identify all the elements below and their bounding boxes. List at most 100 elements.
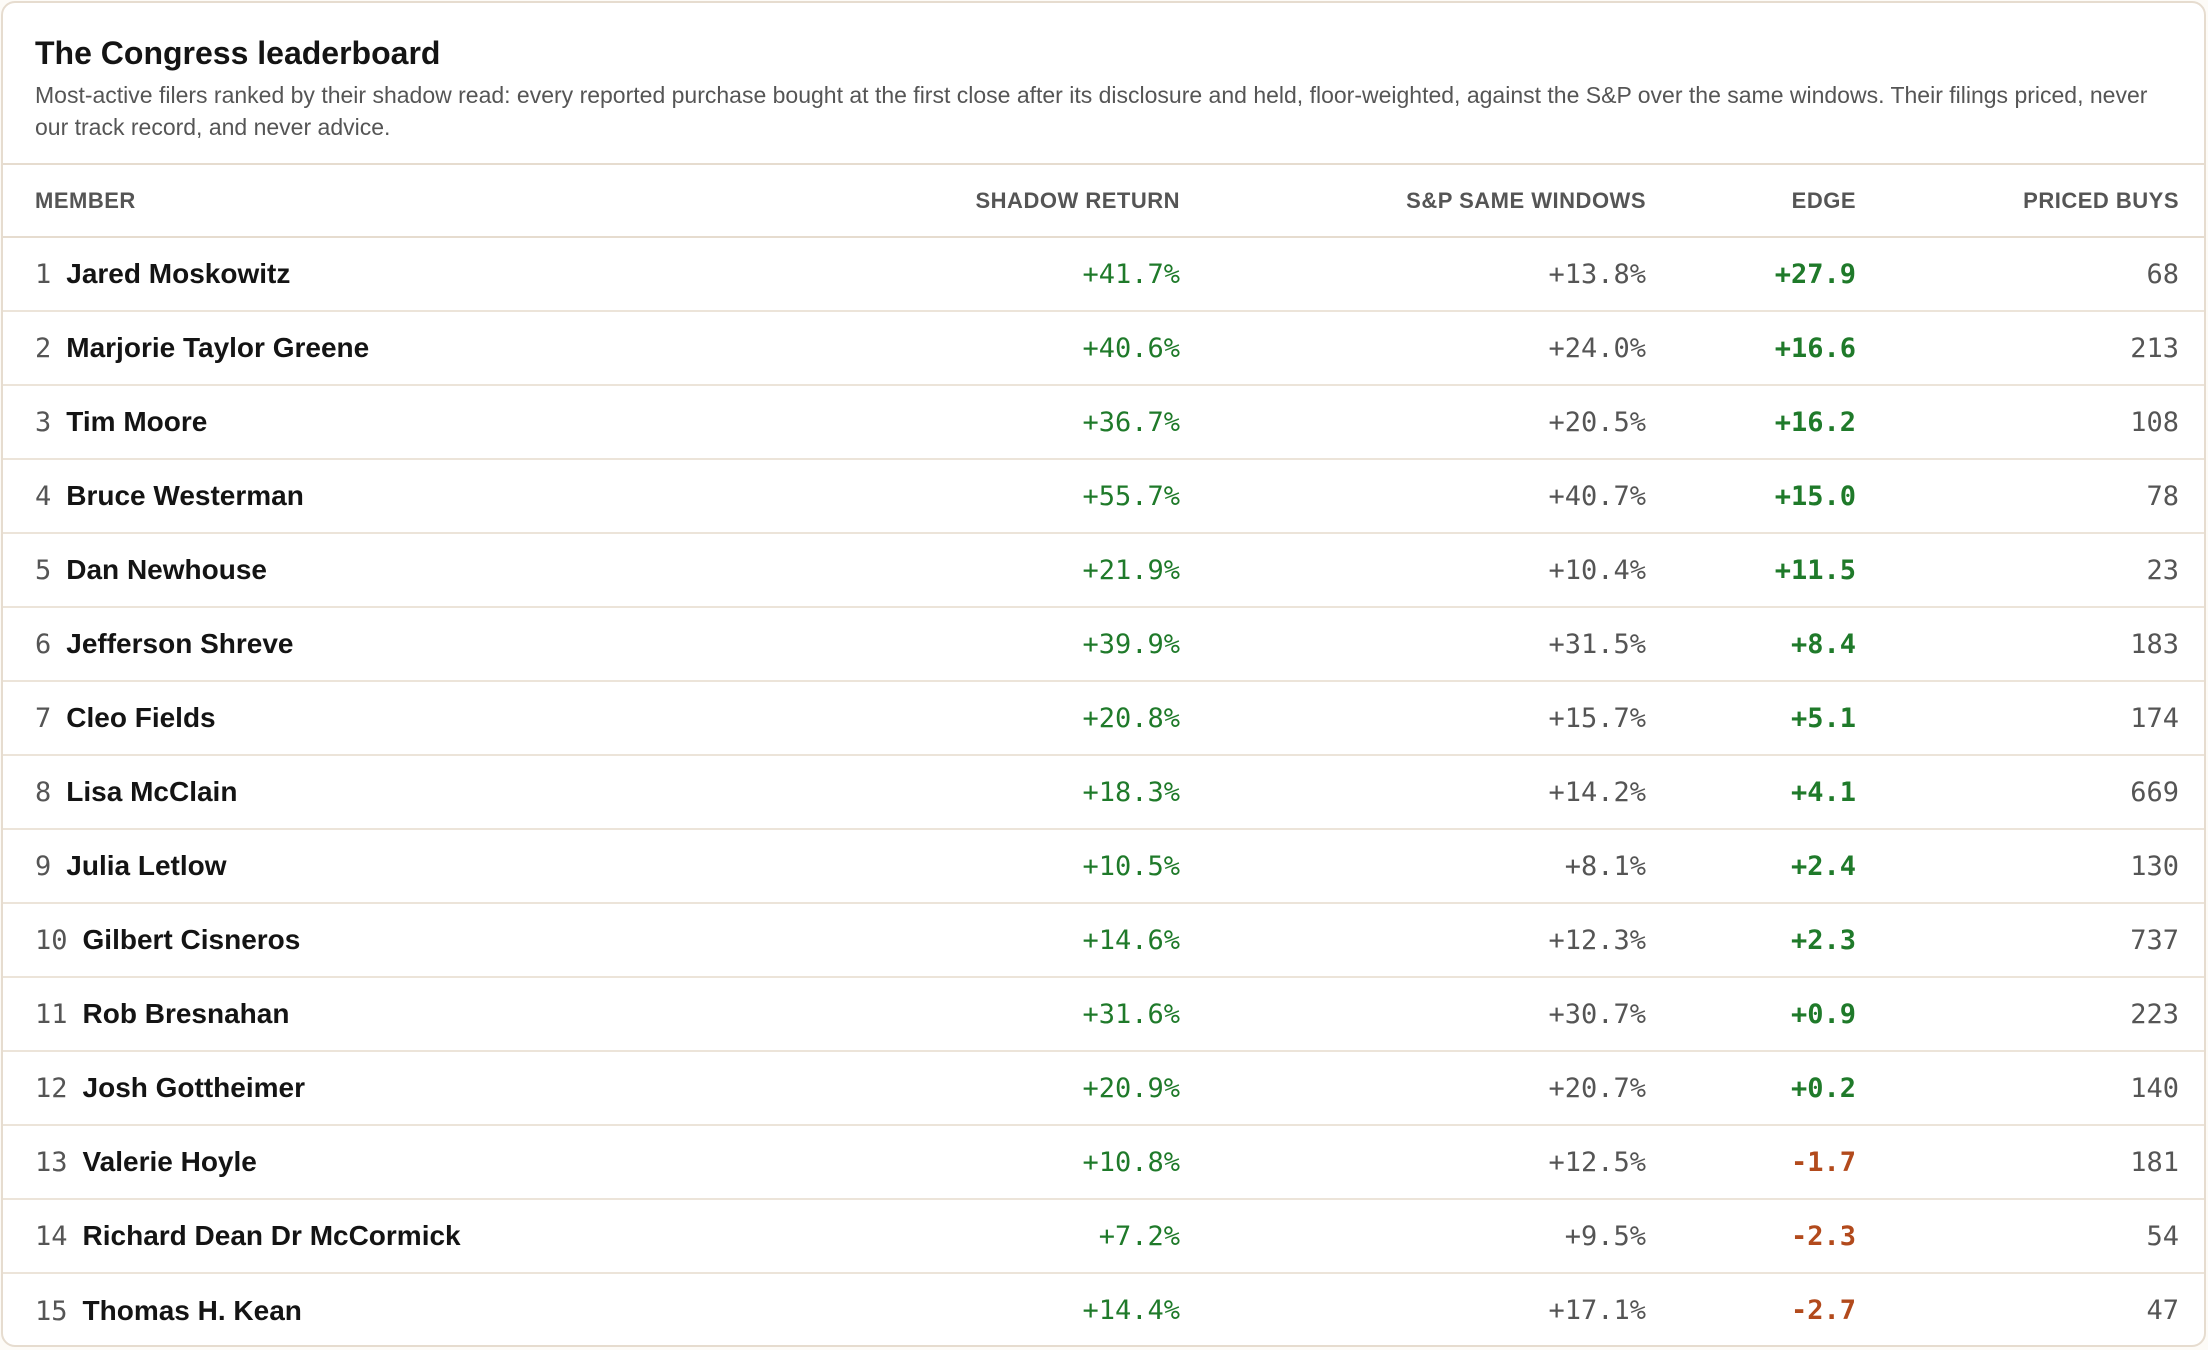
priced-buys-cell: 669 [1856,755,2204,830]
leaderboard-header: The Congress leaderboard Most-active fil… [3,3,2204,165]
member-name: Richard Dean Dr McCormick [82,1220,461,1251]
edge-cell: +15.0 [1646,459,1856,534]
sp-same-windows-value: +12.3% [1548,924,1646,956]
shadow-return-cell: +10.8% [863,1125,1180,1200]
sp-same-windows-cell: +17.1% [1180,1273,1646,1345]
sp-same-windows-value: +12.5% [1548,1146,1646,1178]
edge-value: +0.2 [1790,1072,1856,1104]
priced-buys-value: 140 [2130,1072,2179,1104]
shadow-return-value: +20.9% [1082,1072,1180,1104]
priced-buys-value: 68 [2146,258,2179,290]
edge-cell: +16.2 [1646,385,1856,460]
column-header-priced-buys: PRICED BUYS [1856,165,2204,238]
sp-same-windows-cell: +14.2% [1180,755,1646,830]
shadow-return-cell: +20.8% [863,681,1180,756]
sp-same-windows-cell: +12.3% [1180,903,1646,978]
priced-buys-value: 737 [2130,924,2179,956]
table-row: 6 Jefferson Shreve +39.9% +31.5% +8.4 183 [3,607,2204,682]
edge-cell: +0.2 [1646,1051,1856,1126]
rank-number: 12 [35,1073,68,1104]
rank-number: 14 [35,1221,68,1252]
edge-value: -2.7 [1790,1295,1856,1326]
sp-same-windows-cell: +30.7% [1180,977,1646,1052]
sp-same-windows-value: +13.8% [1548,258,1646,290]
page-title: The Congress leaderboard [35,35,441,71]
priced-buys-value: 54 [2146,1220,2179,1252]
shadow-return-cell: +21.9% [863,533,1180,608]
rank-number: 7 [35,703,52,734]
edge-value: +16.6 [1774,332,1856,364]
shadow-return-value: +20.8% [1082,702,1180,734]
leaderboard-table: MEMBER SHADOW RETURN S&P SAME WINDOWS ED… [3,165,2204,1345]
column-header-shadow-return: SHADOW RETURN [863,165,1180,238]
member-name: Jared Moskowitz [66,258,291,289]
rank-number: 8 [35,777,52,808]
rank-number: 10 [35,925,68,956]
sp-same-windows-value: +15.7% [1548,702,1646,734]
table-row: 14 Richard Dean Dr McCormick +7.2% +9.5% -2.… [3,1199,2204,1274]
edge-value: +15.0 [1774,480,1856,512]
sp-same-windows-cell: +15.7% [1180,681,1646,756]
member-name: Gilbert Cisneros [82,924,301,955]
priced-buys-cell: 183 [1856,607,2204,682]
edge-value: +11.5 [1774,554,1856,586]
shadow-return-value: +39.9% [1082,628,1180,660]
priced-buys-cell: 108 [1856,385,2204,460]
sp-same-windows-value: +8.1% [1564,850,1646,882]
rank-number: 15 [35,1295,68,1327]
edge-value: +4.1 [1790,776,1856,808]
shadow-return-value: +10.5% [1082,850,1180,882]
priced-buys-value: 174 [2130,702,2179,734]
table-row: 8 Lisa McClain +18.3% +14.2% +4.1 669 [3,755,2204,830]
priced-buys-value: 78 [2146,480,2179,512]
priced-buys-cell: 181 [1856,1125,2204,1200]
priced-buys-cell: 140 [1856,1051,2204,1126]
edge-cell: +4.1 [1646,755,1856,830]
page-subtitle: Most-active filers ranked by their shado… [35,82,2148,140]
member-name: Marjorie Taylor Greene [66,332,370,363]
member-name: Josh Gottheimer [82,1072,305,1103]
member-cell: 13 Valerie Hoyle [3,1125,863,1200]
member-cell: 5 Dan Newhouse [3,533,863,608]
member-cell: 2 Marjorie Taylor Greene [3,311,863,386]
table-row: 11 Rob Bresnahan +31.6% +30.7% +0.9 223 [3,977,2204,1052]
shadow-return-value: +7.2% [1098,1220,1180,1252]
table-row: 3 Tim Moore +36.7% +20.5% +16.2 108 [3,385,2204,460]
shadow-return-cell: +10.5% [863,829,1180,904]
sp-same-windows-cell: +40.7% [1180,459,1646,534]
rank-number: 13 [35,1147,68,1178]
sp-same-windows-cell: +31.5% [1180,607,1646,682]
priced-buys-value: 669 [2130,776,2179,808]
shadow-return-value: +40.6% [1082,332,1180,364]
column-header-edge: EDGE [1646,165,1856,238]
member-name: Cleo Fields [66,702,216,733]
shadow-return-value: +21.9% [1082,554,1180,586]
shadow-return-cell: +18.3% [863,755,1180,830]
edge-value: -1.7 [1790,1146,1856,1178]
priced-buys-cell: 223 [1856,977,2204,1052]
sp-same-windows-value: +30.7% [1548,998,1646,1030]
rank-number: 9 [35,851,52,882]
edge-value: +27.9 [1774,258,1856,290]
member-cell: 3 Tim Moore [3,385,863,460]
priced-buys-value: 108 [2130,406,2179,438]
table-row: 15 Thomas H. Kean +14.4% +17.1% -2.7 47 [3,1273,2204,1345]
shadow-return-cell: +39.9% [863,607,1180,682]
member-name: Lisa McClain [66,776,238,807]
shadow-return-cell: +31.6% [863,977,1180,1052]
rank-number: 6 [35,629,52,660]
sp-same-windows-value: +24.0% [1548,332,1646,364]
member-cell: 10 Gilbert Cisneros [3,903,863,978]
priced-buys-cell: 174 [1856,681,2204,756]
shadow-return-value: +14.4% [1082,1295,1180,1326]
priced-buys-cell: 68 [1856,237,2204,312]
rank-number: 5 [35,555,52,586]
sp-same-windows-cell: +8.1% [1180,829,1646,904]
shadow-return-value: +14.6% [1082,924,1180,956]
edge-value: +0.9 [1790,998,1856,1030]
edge-value: +2.3 [1790,924,1856,956]
table-row: 5 Dan Newhouse +21.9% +10.4% +11.5 23 [3,533,2204,608]
sp-same-windows-cell: +20.5% [1180,385,1646,460]
member-cell: 11 Rob Bresnahan [3,977,863,1052]
sp-same-windows-value: +10.4% [1548,554,1646,586]
